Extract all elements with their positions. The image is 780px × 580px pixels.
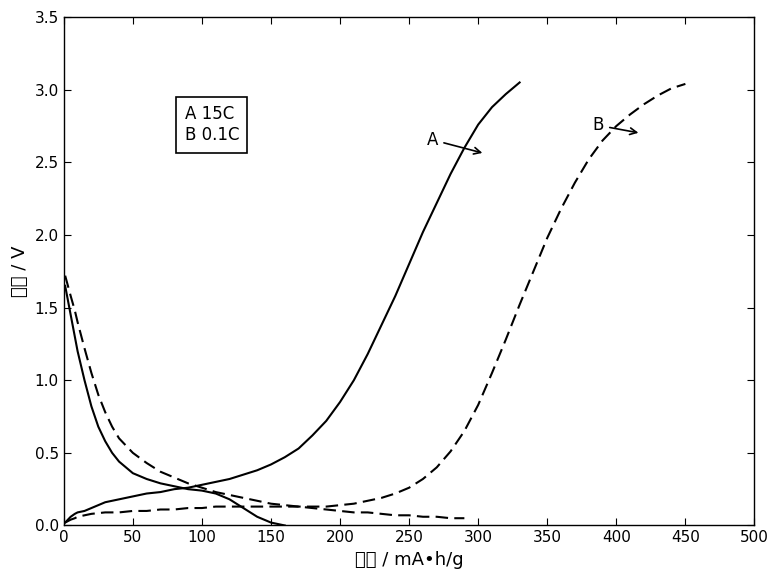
- X-axis label: 容量 / mA•h/g: 容量 / mA•h/g: [355, 551, 463, 569]
- Y-axis label: 电压 / V: 电压 / V: [11, 245, 29, 297]
- Text: A 15C
B 0.1C: A 15C B 0.1C: [185, 106, 239, 144]
- Text: A: A: [427, 131, 480, 154]
- Text: B: B: [593, 117, 636, 135]
